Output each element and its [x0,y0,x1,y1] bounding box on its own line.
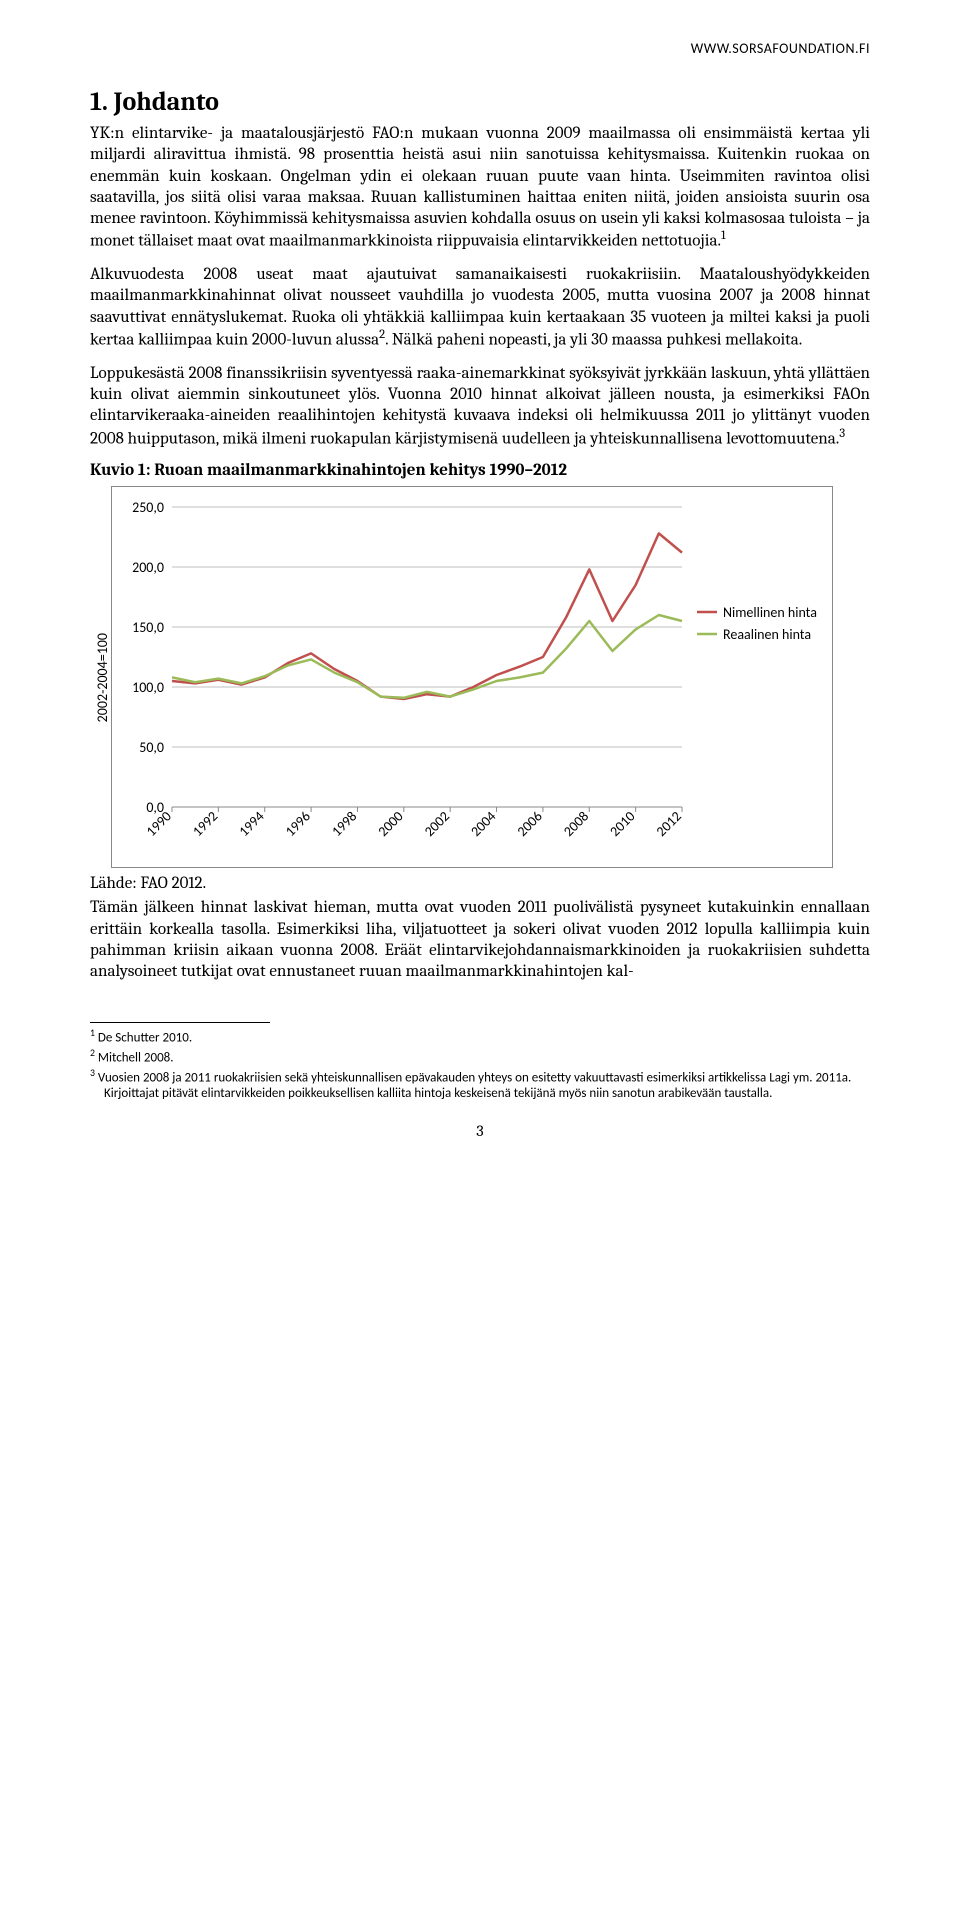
paragraph-1-text: YK:n elintarvike- ja maatalousjärjestö F… [90,124,870,251]
svg-text:250,0: 250,0 [132,499,164,516]
svg-text:1996: 1996 [282,808,314,840]
svg-text:2012: 2012 [653,808,685,840]
paragraph-2: Alkuvuodesta 2008 useat maat ajautuivat … [90,264,870,351]
svg-text:2010: 2010 [606,808,638,840]
paragraph-3: Loppukesästä 2008 finanssikriisin syvent… [90,363,870,450]
header-url: WWW.SORSAFOUNDATION.FI [90,40,870,57]
footnote-ref-3: 3 [839,427,845,441]
svg-text:1994: 1994 [235,808,267,840]
paragraph-1: YK:n elintarvike- ja maatalousjärjestö F… [90,123,870,252]
figure-title: Kuvio 1: Ruoan maailmanmarkkinahintojen … [90,461,870,480]
svg-text:150,0: 150,0 [132,619,164,636]
footnote-text-3: Vuosien 2008 ja 2011 ruokakriisien sekä … [98,1070,851,1101]
footnote-2: 2 Mitchell 2008. [90,1047,870,1067]
paragraph-3-text: Loppukesästä 2008 finanssikriisin syvent… [90,364,870,448]
figure-caption: Lähde: FAO 2012. [90,874,870,893]
svg-text:1998: 1998 [328,808,360,840]
svg-text:2008: 2008 [560,808,592,840]
svg-text:2002: 2002 [421,808,453,840]
page-number: 3 [90,1122,870,1140]
svg-text:2004: 2004 [467,808,499,840]
svg-text:2006: 2006 [514,808,546,840]
chart-box: 0,050,0100,0150,0200,0250,01990199219941… [111,486,833,868]
svg-text:Reaalinen hinta: Reaalinen hinta [723,626,811,643]
footnote-num-1: 1 [90,1027,95,1039]
svg-text:100,0: 100,0 [132,679,164,696]
footnote-num-2: 2 [90,1047,95,1059]
svg-text:2000: 2000 [375,808,407,840]
chart-svg: 0,050,0100,0150,0200,0250,01990199219941… [112,487,832,867]
paragraph-2b-text: . Nälkä paheni nopeasti, ja yli 30 maass… [385,331,802,350]
svg-text:50,0: 50,0 [139,739,164,756]
chart-yaxis-label: 2002-2004=100 [90,633,111,722]
svg-text:Nimellinen hinta: Nimellinen hinta [723,604,817,621]
footnote-1: 1 De Schutter 2010. [90,1027,870,1047]
footnote-3: 3 Vuosien 2008 ja 2011 ruokakriisien sek… [90,1067,870,1103]
section-title: 1. Johdanto [90,87,870,117]
footnote-text-1: De Schutter 2010. [98,1031,192,1046]
paragraph-4: Tämän jälkeen hinnat laskivat hieman, mu… [90,897,870,982]
chart-container: 2002-2004=100 0,050,0100,0150,0200,0250,… [90,486,870,868]
footnote-text-2: Mitchell 2008. [98,1050,174,1065]
svg-text:1992: 1992 [189,808,221,840]
footnotes-divider [90,1022,270,1023]
footnote-num-3: 3 [90,1067,95,1079]
svg-text:200,0: 200,0 [132,559,164,576]
footnote-ref-1: 1 [721,229,726,243]
